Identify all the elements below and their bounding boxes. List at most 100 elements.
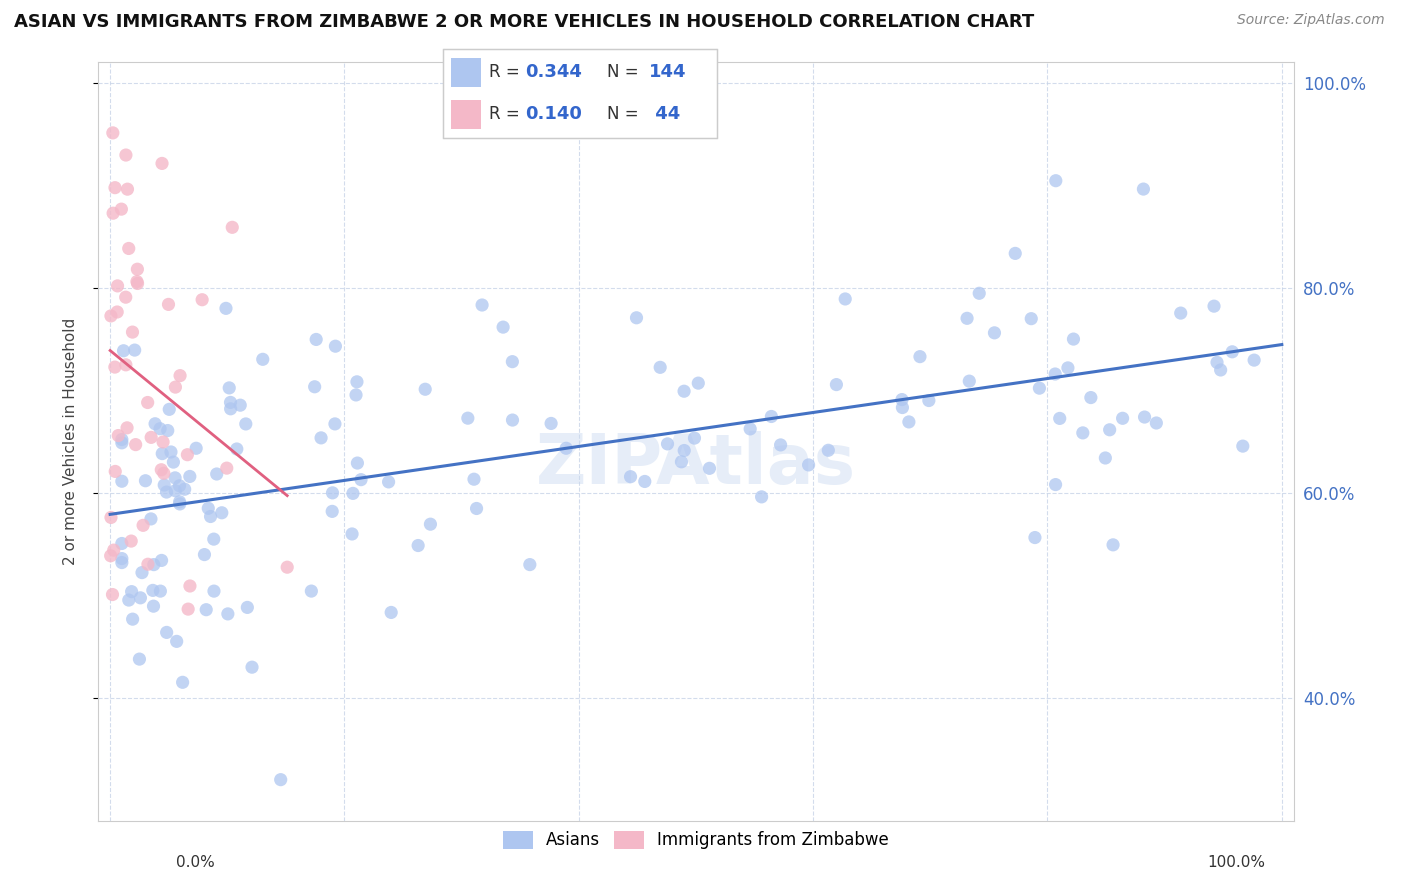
Point: [346, 375, 368, 389]
Point: [502, 413, 524, 427]
Point: [111, 556, 134, 570]
Point: [141, 430, 163, 444]
Point: [1045, 477, 1067, 491]
Point: [377, 475, 399, 489]
Point: [1144, 416, 1167, 430]
Point: [100, 549, 122, 563]
Point: [797, 458, 820, 472]
Point: [270, 772, 292, 787]
Point: [304, 380, 326, 394]
Point: [111, 551, 134, 566]
Text: 100.0%: 100.0%: [1208, 855, 1265, 870]
Point: [380, 606, 402, 620]
Legend: Asians, Immigrants from Zimbabwe: Asians, Immigrants from Zimbabwe: [495, 822, 897, 858]
Point: [149, 584, 172, 599]
Point: [142, 583, 165, 598]
Point: [1062, 332, 1084, 346]
Point: [229, 398, 252, 412]
Point: [142, 599, 165, 614]
Point: [634, 475, 657, 489]
Point: [555, 442, 578, 456]
Point: [325, 339, 347, 353]
Point: [323, 417, 346, 431]
Point: [166, 634, 188, 648]
Point: [160, 445, 183, 459]
Point: [157, 297, 180, 311]
Point: [215, 461, 238, 475]
Bar: [451, 58, 481, 87]
Point: [671, 455, 693, 469]
Point: [492, 320, 515, 334]
Point: [219, 401, 242, 416]
Point: [139, 512, 162, 526]
Point: [162, 455, 184, 469]
Point: [150, 463, 173, 477]
Text: 144: 144: [648, 63, 686, 81]
Point: [169, 495, 191, 509]
Point: [457, 411, 479, 425]
Point: [346, 456, 368, 470]
Point: [117, 182, 139, 196]
Point: [956, 311, 979, 326]
Point: [276, 560, 298, 574]
Point: [143, 417, 166, 431]
Point: [118, 242, 141, 256]
Point: [104, 465, 127, 479]
Point: [129, 591, 152, 605]
Point: [105, 305, 128, 319]
Point: [540, 417, 562, 431]
Point: [200, 509, 222, 524]
Text: R =: R =: [489, 63, 526, 81]
Point: [1043, 367, 1066, 381]
Point: [101, 126, 124, 140]
Y-axis label: 2 or more Vehicles in Household: 2 or more Vehicles in Household: [63, 318, 77, 566]
Point: [751, 490, 773, 504]
Point: [156, 625, 179, 640]
Point: [1094, 450, 1116, 465]
Point: [132, 518, 155, 533]
Point: [299, 584, 322, 599]
Point: [235, 417, 257, 431]
Point: [236, 600, 259, 615]
Point: [115, 148, 138, 162]
Point: [118, 593, 141, 607]
Point: [202, 532, 225, 546]
Point: [193, 548, 215, 562]
Point: [165, 483, 187, 498]
Point: [1170, 306, 1192, 320]
Point: [101, 206, 124, 220]
Point: [683, 431, 706, 445]
Point: [165, 380, 187, 394]
Point: [111, 433, 134, 447]
Point: [115, 421, 138, 435]
Point: [172, 675, 194, 690]
Point: [179, 469, 201, 483]
Point: [191, 293, 214, 307]
Point: [107, 279, 129, 293]
Point: [225, 442, 247, 456]
Point: [128, 652, 150, 666]
Point: [125, 275, 148, 289]
Point: [115, 358, 138, 372]
Text: 0.344: 0.344: [526, 63, 582, 81]
Text: 44: 44: [648, 105, 679, 123]
Text: 0.0%: 0.0%: [176, 855, 215, 870]
Point: [406, 539, 429, 553]
Point: [983, 326, 1005, 340]
Point: [152, 434, 174, 449]
Point: [1133, 410, 1156, 425]
Point: [121, 584, 143, 599]
Point: [321, 504, 343, 518]
Point: [205, 467, 228, 481]
Point: [471, 298, 494, 312]
Point: [136, 558, 159, 572]
Point: [1102, 538, 1125, 552]
Point: [740, 422, 762, 436]
Point: [1132, 182, 1154, 196]
Point: [321, 486, 343, 500]
Point: [111, 435, 134, 450]
Point: [1098, 423, 1121, 437]
Point: [150, 447, 173, 461]
Point: [100, 309, 122, 323]
Point: [305, 333, 328, 347]
